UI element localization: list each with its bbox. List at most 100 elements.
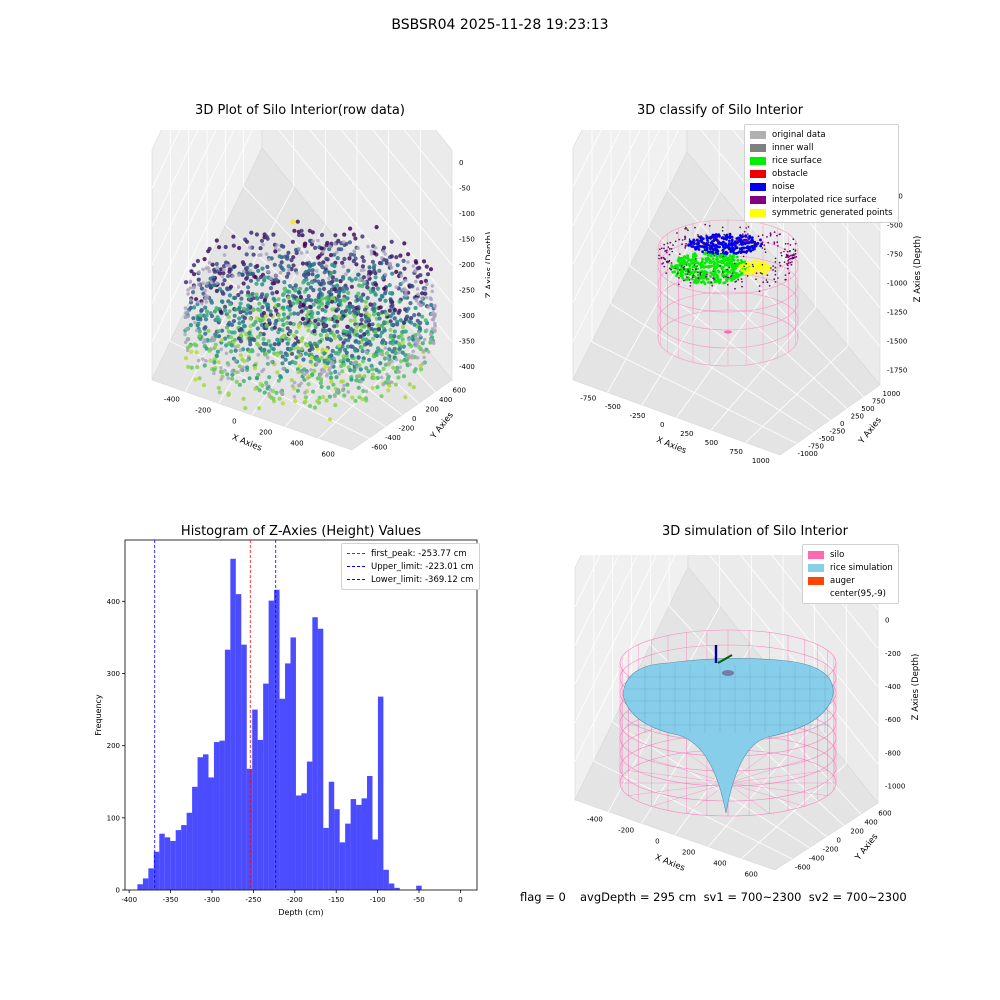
raw-data-point bbox=[212, 346, 216, 351]
raw-data-point bbox=[367, 357, 372, 362]
interpolated-point bbox=[704, 223, 707, 226]
rice-surface-point bbox=[700, 280, 703, 284]
raw-data-point bbox=[271, 296, 276, 301]
raw-data-point bbox=[306, 323, 311, 328]
raw-data-point bbox=[221, 271, 226, 276]
raw-data-point bbox=[241, 319, 246, 324]
raw-data-point bbox=[415, 266, 420, 271]
raw-data-point bbox=[197, 376, 202, 381]
simulation-legend-label: silo bbox=[830, 549, 845, 560]
classify-legend-label: original data bbox=[772, 129, 826, 140]
noise-point bbox=[745, 246, 749, 249]
raw-data-point bbox=[313, 245, 318, 250]
histogram-bar bbox=[328, 781, 335, 890]
raw-data-point bbox=[293, 399, 298, 404]
raw-data-point bbox=[291, 322, 296, 327]
interpolated-point bbox=[767, 241, 770, 244]
raw-data-point bbox=[319, 368, 324, 372]
rice-surface-point bbox=[735, 255, 739, 259]
original-data-point bbox=[745, 227, 747, 229]
raw-data-point bbox=[319, 384, 324, 389]
noise-point bbox=[709, 236, 713, 239]
original-data-point bbox=[726, 268, 728, 271]
raw-data-point bbox=[210, 262, 215, 267]
original-data-point bbox=[785, 256, 787, 258]
raw-data-point bbox=[355, 332, 360, 338]
raw-data-point bbox=[299, 381, 303, 386]
raw-data-point bbox=[353, 348, 358, 353]
raw-data-point bbox=[309, 355, 314, 360]
raw-data-point bbox=[398, 253, 403, 258]
raw-data-point bbox=[217, 318, 222, 323]
raw-data-point bbox=[433, 321, 437, 326]
rice-surface-point bbox=[734, 267, 738, 270]
raw-data-point bbox=[293, 283, 298, 288]
y-tick-label: -1000 bbox=[797, 450, 817, 458]
raw-data-point bbox=[378, 361, 383, 366]
rice-surface-point bbox=[715, 279, 718, 283]
histogram-bar bbox=[323, 827, 329, 890]
raw-data-point bbox=[222, 308, 228, 313]
raw-data-point bbox=[383, 272, 388, 277]
raw-data-point bbox=[380, 309, 385, 315]
original-data-point bbox=[752, 241, 755, 243]
raw-data-point bbox=[364, 398, 369, 403]
rice-surface-point bbox=[730, 257, 734, 261]
raw-data-point bbox=[324, 295, 329, 301]
raw-data-point bbox=[285, 341, 290, 346]
rice-surface-point bbox=[713, 265, 716, 268]
interpolated-point bbox=[668, 253, 671, 256]
silo-floor-line bbox=[727, 759, 805, 784]
raw-data-point bbox=[237, 364, 242, 369]
raw-data-point bbox=[316, 322, 321, 327]
interpolated-point bbox=[729, 275, 732, 278]
raw-data-point bbox=[390, 271, 395, 276]
interpolated-point bbox=[658, 254, 660, 257]
raw-data-point bbox=[400, 340, 405, 345]
raw-data-point bbox=[231, 319, 236, 324]
rice-surface-point bbox=[716, 276, 719, 280]
histogram-bars bbox=[137, 558, 422, 890]
classify-legend-swatch bbox=[750, 156, 766, 165]
raw-data-point bbox=[214, 288, 219, 294]
x-tick-label: 200 bbox=[682, 848, 695, 856]
raw-data-point bbox=[380, 294, 385, 299]
original-data-point bbox=[740, 244, 743, 246]
original-data-point bbox=[684, 245, 687, 247]
raw-data-point bbox=[292, 395, 297, 399]
raw-data-point bbox=[197, 270, 201, 274]
x-tick-label: 600 bbox=[321, 450, 334, 458]
raw-data-point bbox=[341, 276, 346, 281]
interpolated-point bbox=[737, 278, 740, 281]
rice-surface-point bbox=[687, 259, 690, 262]
raw-data-point bbox=[275, 243, 279, 247]
silo-floor-line bbox=[628, 770, 729, 784]
noise-point bbox=[734, 252, 738, 255]
raw-data-point bbox=[265, 302, 271, 307]
y-tick-label: -250 bbox=[829, 427, 845, 435]
raw-data-point bbox=[272, 351, 277, 356]
raw-data-point bbox=[287, 361, 292, 366]
raw-data-point bbox=[327, 417, 333, 422]
histogram-bar bbox=[317, 628, 324, 890]
classify-legend-label: rice surface bbox=[772, 155, 822, 166]
raw-data-point bbox=[362, 324, 367, 329]
raw-data-point bbox=[353, 236, 358, 241]
symmetric-point bbox=[751, 271, 755, 274]
raw-data-point bbox=[413, 305, 418, 311]
noise-point bbox=[725, 252, 729, 256]
interpolated-point bbox=[747, 238, 750, 241]
rice-surface-point bbox=[721, 272, 724, 276]
raw-data-point bbox=[190, 290, 196, 295]
raw-data-point bbox=[219, 366, 223, 370]
silo-floor-line bbox=[727, 782, 805, 807]
raw-data-point bbox=[335, 283, 340, 288]
raw-data-point bbox=[293, 360, 298, 366]
raw-data-point bbox=[405, 314, 410, 319]
z-axis-label: Z Axies (Depth) bbox=[911, 654, 921, 721]
symmetric-point bbox=[754, 260, 757, 263]
histogram-bar bbox=[257, 739, 264, 890]
raw-data-point bbox=[186, 364, 191, 369]
z-tick-label: -400 bbox=[459, 363, 475, 371]
raw-data-point bbox=[227, 309, 232, 314]
